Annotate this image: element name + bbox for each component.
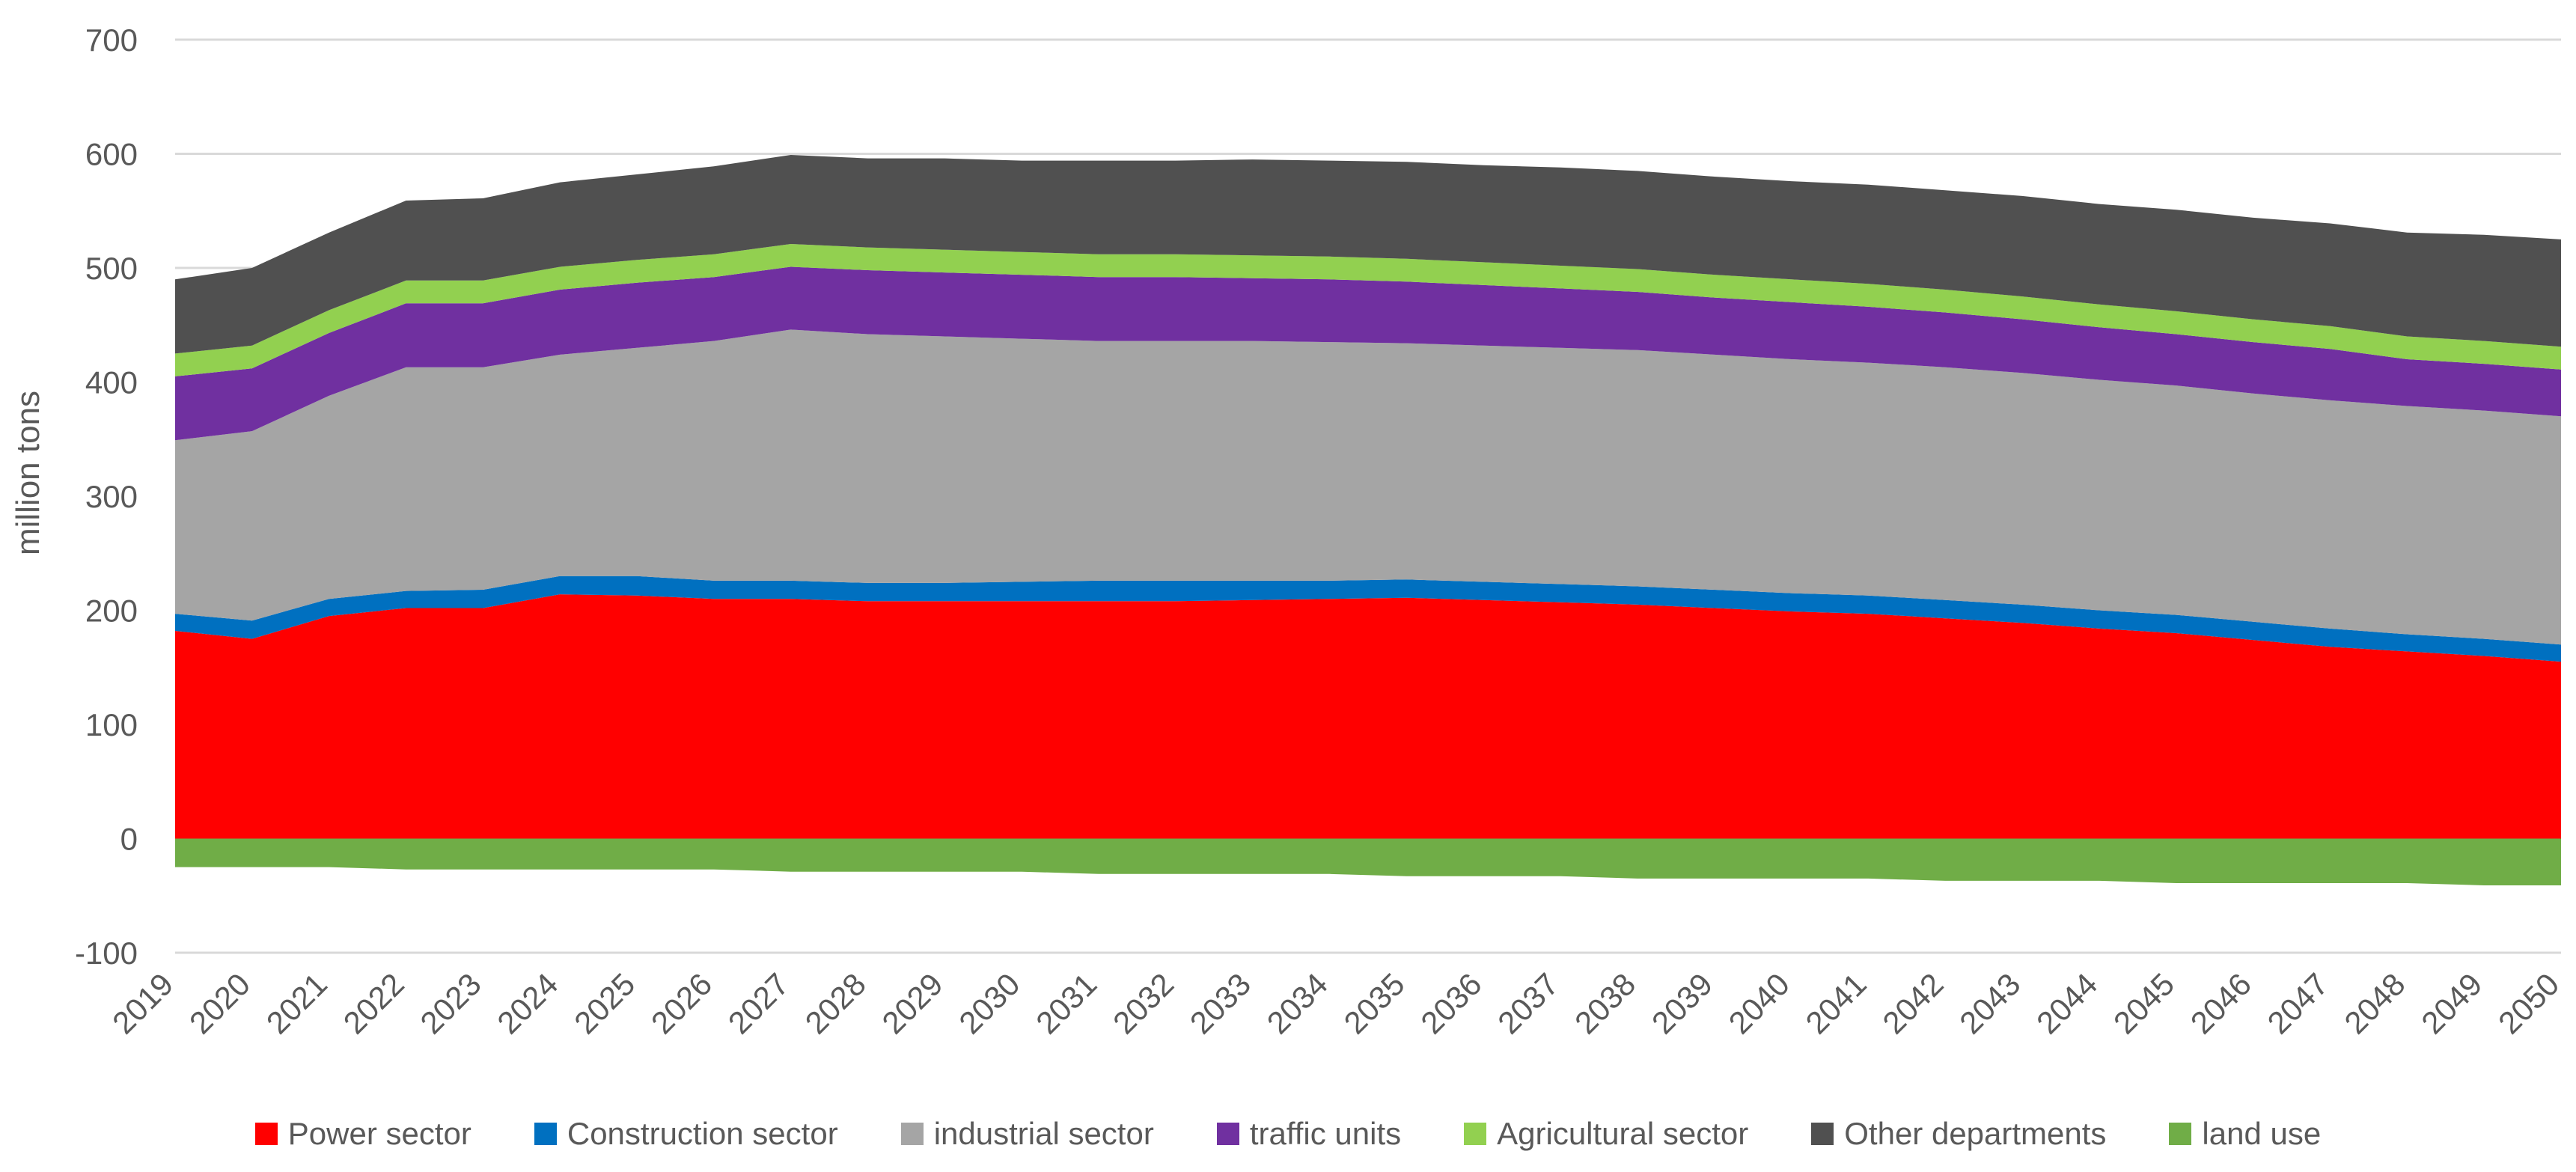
x-tick-label: 2047 xyxy=(2261,966,2335,1040)
legend-item: Power sector xyxy=(254,1116,471,1152)
legend-item: Agricultural sector xyxy=(1464,1116,1748,1152)
legend-item: Other departments xyxy=(1811,1116,2106,1152)
x-tick-label: 2027 xyxy=(721,966,796,1040)
x-tick-label: 2036 xyxy=(1414,966,1488,1040)
area-industrial-sector xyxy=(175,329,2561,645)
x-tick-label: 2031 xyxy=(1029,966,1103,1040)
y-tick-label: 100 xyxy=(85,707,138,742)
area-land-use xyxy=(175,838,2561,885)
x-tick-label: 2042 xyxy=(1875,966,1950,1040)
area-other-departments xyxy=(175,155,2561,354)
x-tick-label: 2048 xyxy=(2337,966,2411,1040)
y-tick-label: -100 xyxy=(75,936,138,971)
legend-label: industrial sector xyxy=(933,1116,1154,1151)
area-construction-sector xyxy=(175,576,2561,662)
y-tick-label: 600 xyxy=(85,137,138,172)
x-tick-label: 2045 xyxy=(2107,966,2181,1040)
x-tick-label: 2022 xyxy=(337,966,411,1040)
x-tick-label: 2037 xyxy=(1491,966,1565,1040)
x-tick-label: 2040 xyxy=(1722,966,1796,1040)
x-tick-label: 2025 xyxy=(567,966,641,1040)
legend-swatch xyxy=(1464,1123,1487,1145)
legend-label: Agricultural sector xyxy=(1497,1116,1749,1151)
legend-item: industrial sector xyxy=(900,1116,1154,1152)
legend-swatch xyxy=(1216,1123,1239,1145)
x-tick-label: 2050 xyxy=(2491,966,2566,1040)
x-tick-label: 2029 xyxy=(875,966,949,1040)
area-agricultural-sector xyxy=(175,244,2561,376)
x-tick-label: 2043 xyxy=(1953,966,2027,1040)
x-axis-ticks: 2019 2020 2021 2022 2023 2024 2025 2026 2027 2028… xyxy=(106,966,2566,1040)
x-tick-label: 2021 xyxy=(260,966,334,1040)
x-tick-label: 2033 xyxy=(1183,966,1257,1040)
legend-swatch xyxy=(2169,1123,2192,1145)
x-tick-label: 2023 xyxy=(413,966,487,1040)
y-axis-label: million tons xyxy=(10,391,46,555)
x-tick-label: 2044 xyxy=(2030,966,2104,1040)
y-tick-label: 400 xyxy=(85,365,138,400)
legend-label: Power sector xyxy=(287,1116,471,1151)
x-tick-label: 2049 xyxy=(2414,966,2488,1040)
x-tick-label: 2039 xyxy=(1645,966,1719,1040)
legend-label: Construction sector xyxy=(567,1116,838,1151)
legend-item: traffic units xyxy=(1216,1116,1402,1152)
x-tick-label: 2019 xyxy=(106,966,180,1040)
legend-swatch xyxy=(1811,1123,1834,1145)
y-tick-label: 200 xyxy=(85,593,138,629)
legend-swatch xyxy=(900,1123,924,1145)
y-tick-label: 0 xyxy=(120,822,138,857)
legend: Power sector Construction sector industria… xyxy=(0,1108,2576,1160)
x-tick-label: 2020 xyxy=(183,966,257,1040)
y-tick-label: 500 xyxy=(85,251,138,286)
y-axis-ticks: -100 0 100 200 300 400 500 600 700 xyxy=(75,22,138,971)
legend-swatch xyxy=(534,1123,557,1145)
legend-item: Construction sector xyxy=(534,1116,838,1152)
series-areas xyxy=(175,155,2561,885)
x-tick-label: 2038 xyxy=(1568,966,1642,1040)
x-tick-label: 2032 xyxy=(1106,966,1180,1040)
x-tick-label: 2034 xyxy=(1260,966,1334,1040)
legend-label: traffic units xyxy=(1249,1116,1402,1151)
legend-item: land use xyxy=(2169,1116,2321,1152)
x-tick-label: 2046 xyxy=(2184,966,2258,1040)
area-power-sector xyxy=(175,594,2561,839)
x-tick-label: 2041 xyxy=(1799,966,1873,1040)
x-tick-label: 2024 xyxy=(490,966,564,1040)
legend-swatch xyxy=(254,1123,278,1145)
y-tick-label: 300 xyxy=(85,479,138,514)
area-traffic-units xyxy=(175,266,2561,441)
legend-label: land use xyxy=(2202,1116,2322,1151)
y-tick-label: 700 xyxy=(85,22,138,58)
x-tick-label: 2035 xyxy=(1337,966,1411,1040)
x-tick-label: 2028 xyxy=(799,966,873,1040)
x-tick-label: 2026 xyxy=(644,966,718,1040)
x-tick-label: 2030 xyxy=(952,966,1026,1040)
legend-label: Other departments xyxy=(1844,1116,2107,1151)
